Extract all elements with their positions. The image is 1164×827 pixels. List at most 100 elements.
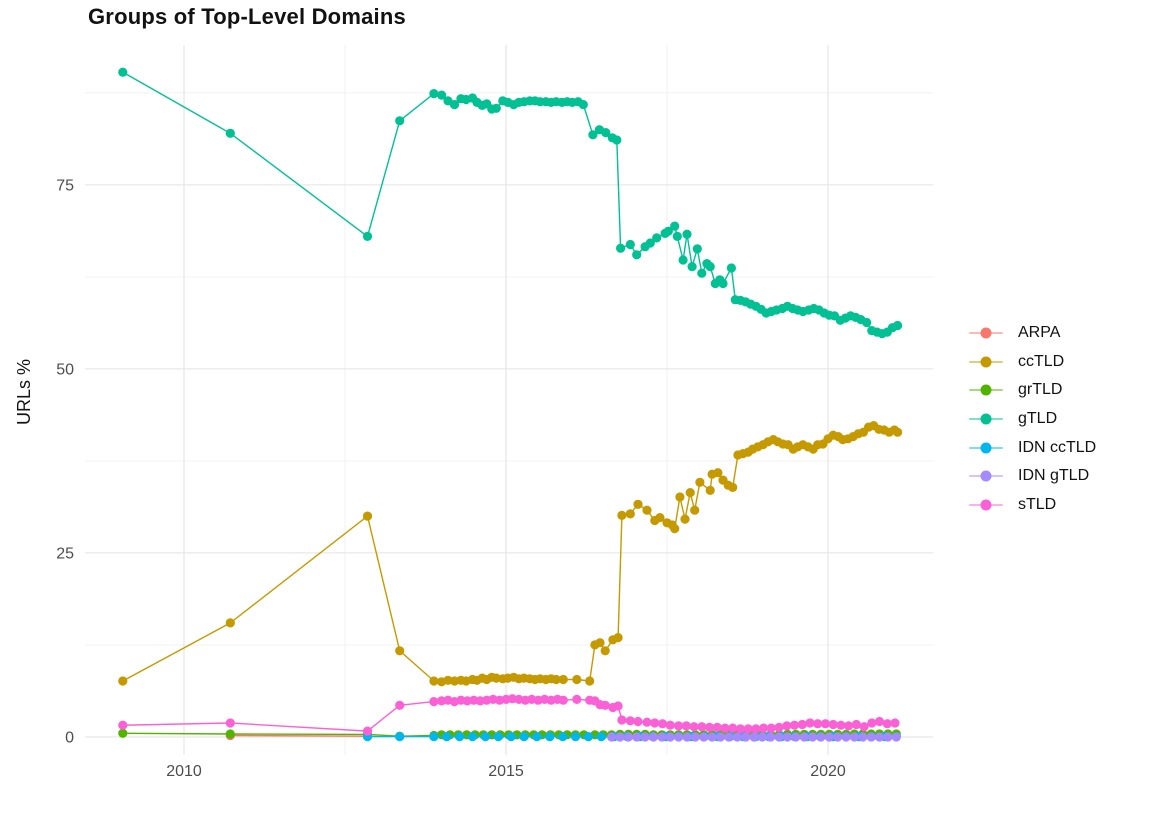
data-point bbox=[612, 135, 622, 145]
data-point bbox=[789, 720, 800, 730]
gridlines-minor bbox=[85, 45, 933, 755]
data-point bbox=[707, 732, 717, 742]
legend-item-idn-cctld[interactable]: IDN ccTLD bbox=[968, 433, 1096, 462]
legend-key-icon bbox=[968, 441, 1004, 455]
data-point bbox=[118, 676, 128, 686]
data-point bbox=[519, 732, 529, 742]
data-point bbox=[225, 729, 235, 739]
data-point bbox=[749, 732, 759, 742]
legend-label: grTLD bbox=[1018, 381, 1063, 399]
y-tick-label: 0 bbox=[65, 730, 74, 747]
data-point bbox=[759, 723, 769, 733]
data-point bbox=[728, 482, 738, 492]
data-point bbox=[640, 732, 650, 742]
y-tick-label: 25 bbox=[56, 545, 74, 562]
data-point bbox=[632, 732, 642, 742]
series-arpa bbox=[225, 730, 373, 741]
data-point bbox=[572, 694, 582, 705]
legend-label: gTLD bbox=[1018, 410, 1058, 428]
data-point bbox=[600, 646, 610, 656]
data-point bbox=[682, 732, 692, 742]
data-point bbox=[645, 238, 655, 248]
data-point bbox=[648, 732, 659, 742]
legend-label: IDN ccTLD bbox=[1018, 438, 1097, 456]
data-point bbox=[824, 732, 834, 742]
data-point bbox=[617, 510, 627, 520]
legend-key-icon bbox=[968, 383, 1004, 397]
data-point bbox=[682, 229, 692, 239]
data-point bbox=[728, 723, 738, 733]
legend-key-icon bbox=[968, 469, 1004, 483]
legend-item-gtld[interactable]: gTLD bbox=[968, 405, 1096, 434]
data-point bbox=[712, 722, 722, 733]
legend-label: IDN gTLD bbox=[1018, 467, 1090, 485]
data-point bbox=[670, 524, 680, 534]
data-point bbox=[633, 499, 643, 509]
data-point bbox=[429, 676, 439, 686]
data-point bbox=[741, 732, 751, 742]
data-point bbox=[395, 732, 405, 742]
data-point bbox=[395, 646, 405, 656]
data-point bbox=[395, 700, 405, 710]
data-point bbox=[718, 278, 728, 289]
x-tick-label: 2020 bbox=[810, 763, 846, 780]
data-point bbox=[766, 732, 776, 742]
data-point bbox=[805, 718, 815, 728]
data-point bbox=[697, 722, 707, 732]
data-point bbox=[506, 732, 516, 742]
data-point bbox=[893, 427, 903, 437]
data-point bbox=[690, 732, 700, 742]
data-point bbox=[874, 716, 885, 727]
data-point bbox=[692, 244, 702, 254]
data-point bbox=[600, 700, 610, 710]
data-point bbox=[657, 732, 667, 742]
data-point bbox=[841, 732, 851, 742]
data-point bbox=[797, 719, 807, 730]
x-tick-label: 2010 bbox=[166, 763, 202, 780]
data-point bbox=[625, 239, 635, 250]
legend-item-arpa[interactable]: ARPA bbox=[968, 319, 1096, 348]
data-point bbox=[583, 732, 594, 742]
data-point bbox=[225, 128, 235, 138]
data-point bbox=[867, 718, 877, 728]
legend-item-idn-gtld[interactable]: IDN gTLD bbox=[968, 462, 1096, 491]
data-point bbox=[704, 722, 715, 733]
y-axis-tick-labels: 0 25 50 75 bbox=[56, 177, 74, 746]
data-point bbox=[362, 726, 373, 736]
data-point bbox=[449, 100, 460, 110]
data-point bbox=[674, 732, 684, 742]
data-point bbox=[689, 722, 699, 732]
data-point bbox=[699, 732, 709, 742]
data-point bbox=[652, 233, 662, 243]
data-point bbox=[697, 268, 707, 278]
data-point bbox=[808, 732, 818, 742]
legend-key-icon bbox=[968, 326, 1004, 340]
data-point bbox=[672, 231, 682, 241]
legend-item-stld[interactable]: sTLD bbox=[968, 491, 1096, 520]
data-point bbox=[859, 722, 869, 732]
data-point bbox=[595, 638, 605, 648]
legend-key-icon bbox=[968, 498, 1004, 512]
gridlines-major bbox=[85, 45, 933, 755]
data-point bbox=[225, 718, 235, 728]
data-point bbox=[862, 317, 872, 328]
data-point bbox=[642, 505, 652, 515]
data-point bbox=[680, 514, 690, 524]
data-point bbox=[429, 697, 439, 707]
y-axis-title: URLs % bbox=[14, 358, 34, 425]
data-point bbox=[467, 732, 478, 742]
data-point bbox=[665, 720, 675, 730]
data-point bbox=[663, 226, 673, 236]
data-point bbox=[491, 103, 501, 113]
data-point bbox=[613, 701, 623, 711]
data-point bbox=[558, 695, 568, 705]
data-point bbox=[633, 716, 643, 727]
data-point bbox=[724, 732, 734, 742]
data-point bbox=[585, 676, 595, 686]
data-point bbox=[890, 718, 900, 728]
legend-item-cctld[interactable]: ccTLD bbox=[968, 348, 1096, 377]
data-point bbox=[893, 320, 903, 331]
x-axis-tick-labels: 2010 2015 2020 bbox=[166, 763, 846, 780]
legend-item-grtld[interactable]: grTLD bbox=[968, 376, 1096, 405]
